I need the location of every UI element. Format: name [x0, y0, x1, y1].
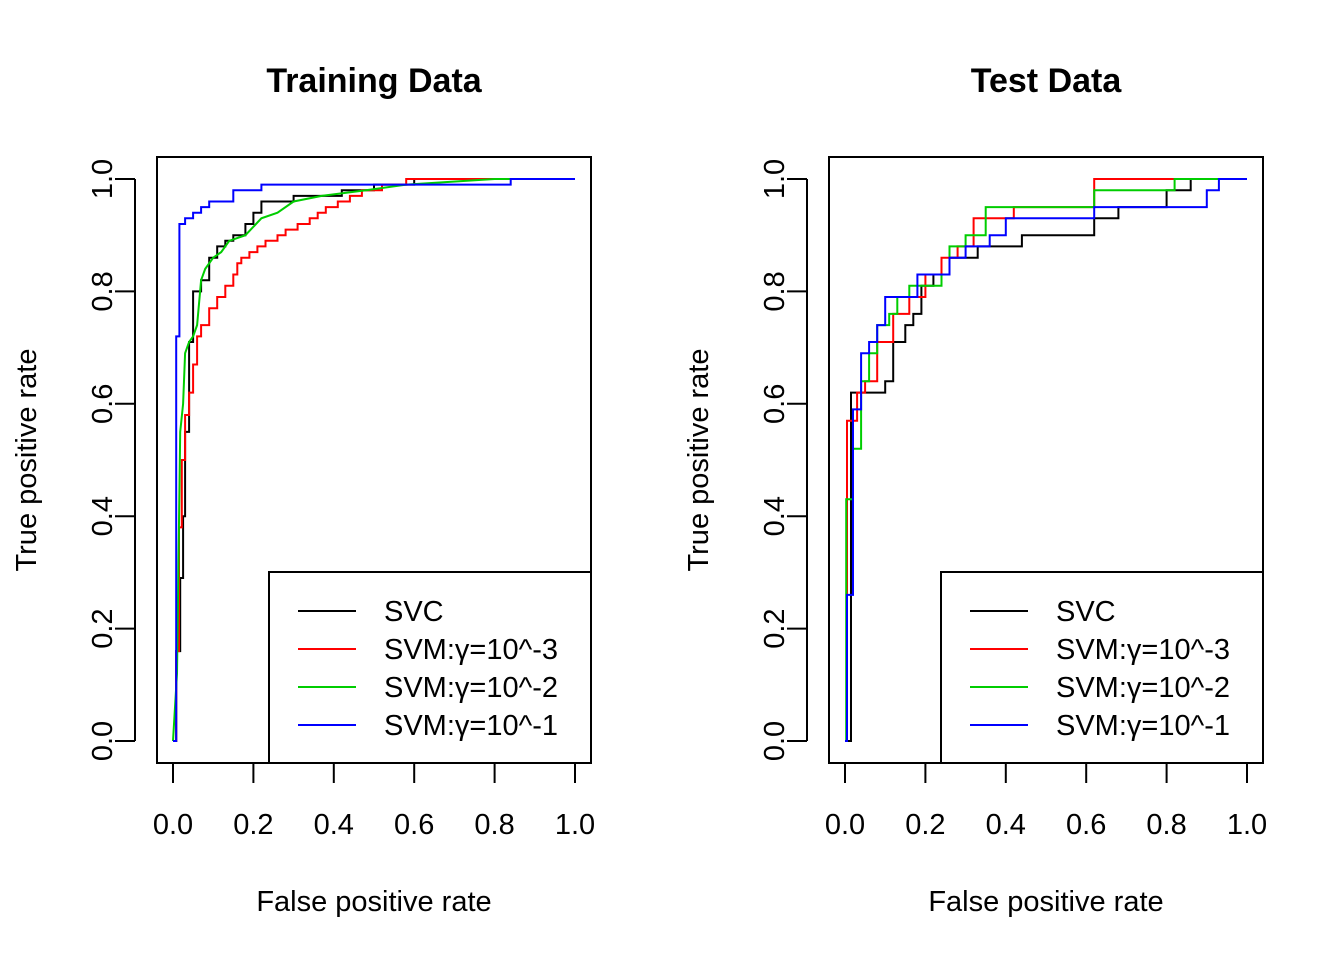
legend: SVC SVM:γ=10^-3 SVM:γ=10^-2 SVM:γ=10^-1 — [940, 571, 1264, 764]
y-tick-label: 0.8 — [759, 271, 791, 311]
x-tick-label: 0.4 — [986, 809, 1026, 841]
series-line-4 — [845, 178, 1247, 742]
x-tick-label: 0.0 — [153, 809, 193, 841]
y-tick-label: 1.0 — [759, 159, 791, 199]
y-axis-label: True positive rate — [683, 349, 715, 572]
legend-box — [940, 571, 1264, 764]
chart-title: Test Data — [971, 62, 1123, 100]
y-tick-label: 0.6 — [87, 384, 119, 424]
x-tick-label: 1.0 — [555, 809, 595, 841]
y-tick-label: 0.0 — [87, 721, 119, 761]
x-axis-label: False positive rate — [256, 886, 491, 918]
x-tick-label: 0.8 — [1146, 809, 1186, 841]
legend-label: SVM:γ=10^-1 — [384, 710, 558, 742]
legend-label: SVM:γ=10^-3 — [384, 634, 558, 666]
y-tick-label: 0.2 — [87, 608, 119, 648]
legend-label: SVM:γ=10^-2 — [1056, 672, 1230, 704]
x-tick-label: 1.0 — [1227, 809, 1267, 841]
chart-title: Training Data — [266, 62, 482, 100]
x-axis-label: False positive rate — [928, 886, 1163, 918]
x-tick-label: 0.8 — [474, 809, 514, 841]
chart-panel-2: Test Data 0.0 0.2 0.4 0.6 0.8 1.0 0.0 0.2 0.4 0.6 0… — [683, 62, 1267, 918]
y-tick-label: 0.0 — [759, 721, 791, 761]
series-line-2 — [173, 178, 575, 742]
series-line-3 — [172, 178, 575, 742]
y-tick-label: 0.4 — [759, 496, 791, 536]
x-tick-label: 0.2 — [905, 809, 945, 841]
legend: SVC SVM:γ=10^-3 SVM:γ=10^-2 SVM:γ=10^-1 — [268, 571, 592, 764]
x-tick-label: 0.6 — [394, 809, 434, 841]
y-tick-label: 0.2 — [759, 608, 791, 648]
x-tick-label: 0.6 — [1066, 809, 1106, 841]
legend-label: SVM:γ=10^-1 — [1056, 710, 1230, 742]
y-axis-label: True positive rate — [11, 349, 43, 572]
series-line-4 — [173, 178, 575, 742]
legend-label: SVM:γ=10^-2 — [384, 672, 558, 704]
x-tick-label: 0.2 — [233, 809, 273, 841]
legend-label: SVC — [1056, 596, 1116, 628]
legend-box — [268, 571, 592, 764]
y-tick-label: 1.0 — [87, 159, 119, 199]
x-tick-label: 0.0 — [825, 809, 865, 841]
legend-label: SVC — [384, 596, 444, 628]
chart-panel-1: Training Data 0.0 0.2 0.4 0.6 0.8 1.0 0.0 0.2 0.4… — [11, 62, 595, 918]
x-tick-label: 0.4 — [314, 809, 354, 841]
y-tick-label: 0.4 — [87, 496, 119, 536]
y-tick-label: 0.6 — [759, 384, 791, 424]
legend-label: SVM:γ=10^-3 — [1056, 634, 1230, 666]
y-tick-label: 0.8 — [87, 271, 119, 311]
